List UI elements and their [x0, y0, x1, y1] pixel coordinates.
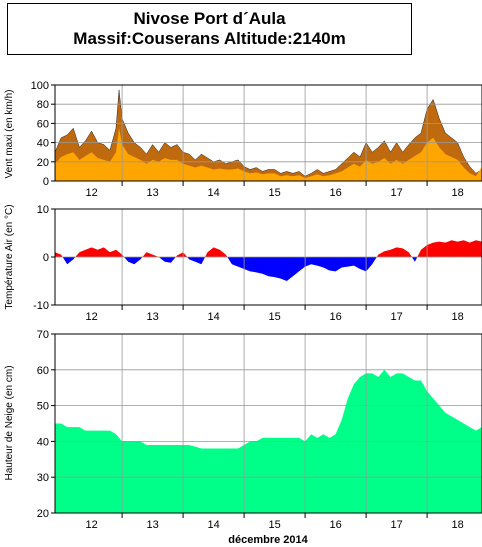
y-tick-label: 60 [37, 365, 49, 377]
x-tick-label: 13 [146, 187, 158, 199]
y-tick-label: 0 [43, 252, 49, 264]
temperature-panel: -10 0 10 12 13 14 15 16 17 18 [33, 204, 482, 323]
wind-mean-area [55, 128, 482, 181]
x-tick-label: 18 [451, 311, 463, 323]
wind-panel: 0 20 40 60 80 100 12 13 14 15 16 17 18 [31, 80, 482, 199]
x-axis-title: décembre 2014 [228, 534, 308, 546]
x-tick-label: 12 [85, 519, 97, 531]
temperature-positive-area [55, 240, 482, 257]
y-tick-label: -10 [33, 300, 49, 312]
y-tick-label: 60 [37, 118, 49, 130]
y-tick-label: 40 [37, 138, 49, 150]
x-tick-label: 15 [268, 187, 280, 199]
snow-y-axis-label: Hauteur de Neige (en cm) [4, 365, 15, 480]
x-tick-label: 13 [146, 311, 158, 323]
temperature-negative-area [55, 257, 482, 281]
x-tick-label: 17 [390, 187, 402, 199]
plot-frame [54, 333, 482, 514]
x-tick-label: 17 [390, 311, 402, 323]
y-tick-label: 20 [37, 157, 49, 169]
y-tick-label: 70 [37, 329, 49, 341]
x-tick-label: 13 [146, 519, 158, 531]
x-tick-label: 14 [207, 187, 219, 199]
chart-title: Nivose Port d´Aula [133, 9, 286, 28]
x-tick-label: 14 [207, 311, 219, 323]
x-tick-label: 18 [451, 519, 463, 531]
y-tick-label: 80 [37, 99, 49, 111]
y-tick-label: 50 [37, 401, 49, 413]
x-tick-label: 16 [329, 519, 341, 531]
x-tick-label: 15 [268, 519, 280, 531]
x-tick-label: 16 [329, 187, 341, 199]
y-tick-label: 30 [37, 472, 49, 484]
y-tick-label: 0 [43, 176, 49, 188]
temperature-y-axis-label: Température Air (en °C) [4, 204, 15, 309]
title-box: Nivose Port d´Aula Massif:Couserans Alti… [7, 3, 412, 55]
snow-panel: 20 30 40 50 60 70 12 13 14 15 16 17 18 [37, 329, 482, 531]
y-tick-label: 10 [37, 204, 49, 216]
x-tick-label: 12 [85, 187, 97, 199]
plot-frame [54, 84, 482, 182]
x-tick-label: 18 [451, 187, 463, 199]
x-tick-label: 14 [207, 519, 219, 531]
x-tick-label: 12 [85, 311, 97, 323]
y-tick-label: 100 [31, 80, 49, 92]
x-tick-label: 16 [329, 311, 341, 323]
y-tick-label: 40 [37, 436, 49, 448]
x-tick-label: 17 [390, 519, 402, 531]
wind-max-area [54, 89, 482, 182]
chart-subtitle: Massif:Couserans Altitude:2140m [73, 29, 346, 48]
x-tick-label: 15 [268, 311, 280, 323]
y-tick-label: 20 [37, 508, 49, 520]
wind-y-axis-label: Vent maxi (en km/h) [4, 90, 15, 179]
